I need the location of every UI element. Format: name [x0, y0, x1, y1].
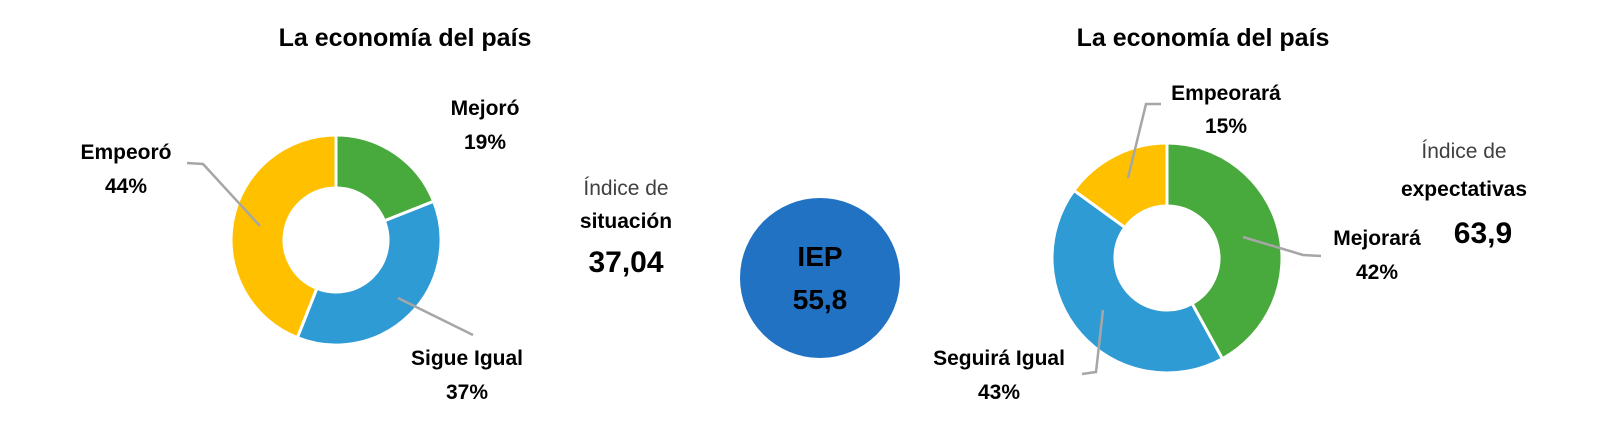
donut-segment-empeoró [229, 133, 338, 340]
label-mejoro-name: Mejoró [450, 97, 520, 120]
situation-index-line1: Índice de [583, 177, 669, 200]
situation-index-value: 37,04 [588, 246, 664, 279]
situation-donut [229, 133, 443, 347]
donut-segment-sigue-igual [295, 199, 443, 347]
label-mejoro-pct: 19% [463, 131, 507, 154]
iep-badge-value: 55,8 [792, 284, 848, 315]
label-sigue-igual-name: Sigue Igual [410, 347, 524, 370]
label-seguira-igual-name: Seguirá Igual [933, 347, 1065, 370]
leader-lines [186, 102, 1322, 376]
leader-line-mejorara [1242, 235, 1322, 258]
label-sigue-igual: Sigue Igual 37% [411, 342, 523, 410]
label-empeoro-pct: 44% [104, 175, 148, 198]
iep-badge: IEP 55,8 [740, 198, 900, 358]
label-empeorara: Empeorará 15% [1171, 77, 1281, 143]
label-mejorara: Mejorará 42% [1333, 222, 1421, 290]
donut-segment-empeorará [1071, 141, 1169, 230]
situation-index-line2: situación [579, 210, 673, 233]
leader-line-seguira-igual [1081, 309, 1105, 376]
left-chart-title: La economía del país [278, 24, 532, 52]
label-seguira-igual: Seguirá Igual 43% [933, 342, 1065, 410]
expectations-index-line1: Índice de [1421, 140, 1507, 163]
label-mejorara-pct: 42% [1355, 261, 1399, 284]
expectations-index-line2: expectativas [1400, 178, 1528, 201]
expectations-index-label: Índice de expectativas [1401, 133, 1527, 209]
donut-segment-seguirá-igual [1050, 188, 1225, 375]
leader-line-empeorara [1126, 102, 1161, 179]
label-mejoro: Mejoró 19% [451, 92, 520, 160]
label-empeorara-pct: 15% [1204, 115, 1248, 138]
label-empeoro-name: Empeoró [80, 141, 172, 164]
right-chart-title: La economía del país [1076, 24, 1330, 52]
expectations-index-value: 63,9 [1453, 217, 1513, 250]
leader-line-empeoro [186, 161, 261, 227]
expectations-donut [1050, 141, 1284, 375]
label-empeoro: Empeoró 44% [80, 136, 171, 204]
iep-badge-label: IEP [797, 241, 843, 272]
label-sigue-igual-pct: 37% [445, 381, 489, 404]
situation-index-label: Índice de situación [580, 172, 672, 238]
label-mejorara-name: Mejorará [1333, 227, 1421, 250]
leader-line-sigue-igual [397, 296, 474, 337]
label-seguira-igual-pct: 43% [977, 381, 1021, 404]
donut-segment-mejorará [1165, 141, 1284, 361]
label-empeorara-name: Empeorará [1171, 82, 1281, 105]
